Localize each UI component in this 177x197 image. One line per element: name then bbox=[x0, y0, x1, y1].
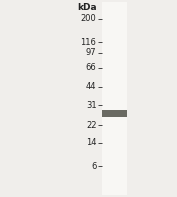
Text: 97: 97 bbox=[86, 48, 96, 57]
Text: 14: 14 bbox=[86, 138, 96, 147]
Bar bbox=[102, 110, 127, 117]
Text: 116: 116 bbox=[81, 38, 96, 47]
Text: 66: 66 bbox=[86, 63, 96, 72]
Bar bbox=[102, 2, 127, 195]
Text: 44: 44 bbox=[86, 82, 96, 91]
Text: 22: 22 bbox=[86, 121, 96, 130]
Text: 31: 31 bbox=[86, 101, 96, 110]
Text: 200: 200 bbox=[81, 14, 96, 23]
Text: kDa: kDa bbox=[77, 3, 96, 12]
Text: 6: 6 bbox=[91, 162, 96, 171]
